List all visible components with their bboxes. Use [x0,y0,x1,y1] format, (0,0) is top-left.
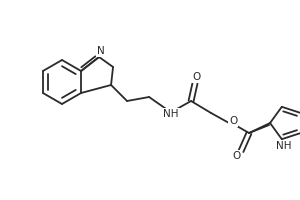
Text: O: O [192,72,200,82]
Text: O: O [232,151,240,161]
Text: O: O [229,116,237,126]
Text: N: N [97,46,105,56]
Text: NH: NH [276,141,292,151]
Text: NH: NH [163,109,179,119]
